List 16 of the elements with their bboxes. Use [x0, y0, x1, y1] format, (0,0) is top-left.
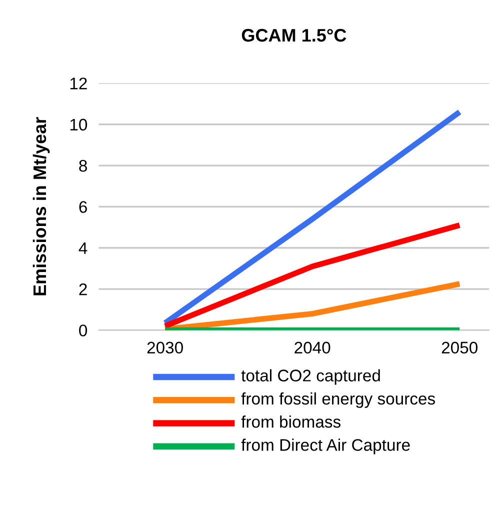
- y-tick-label: 0: [79, 324, 88, 336]
- y-tick-label: 2: [79, 283, 87, 296]
- legend-label: from fossil energy sources: [241, 392, 435, 408]
- legend-label: from biomass: [241, 416, 340, 428]
- y-tick-label: 6: [79, 201, 87, 213]
- y-tick-label: 10: [70, 118, 88, 131]
- x-tick-label: 2040: [294, 342, 330, 354]
- x-tick-label: 2030: [147, 342, 183, 354]
- x-tick-label: 2050: [442, 342, 478, 354]
- y-tick-label: 4: [78, 242, 88, 254]
- chart-title: GCAM 1.5°C: [242, 28, 346, 42]
- y-axis-title: Emissions in Mt/year: [32, 117, 50, 296]
- y-tick-label: 8: [79, 160, 87, 172]
- legend-label: total CO2 captured: [241, 369, 380, 385]
- y-tick-label: 12: [70, 78, 87, 90]
- legend-label: from Direct Air Capture: [241, 438, 410, 454]
